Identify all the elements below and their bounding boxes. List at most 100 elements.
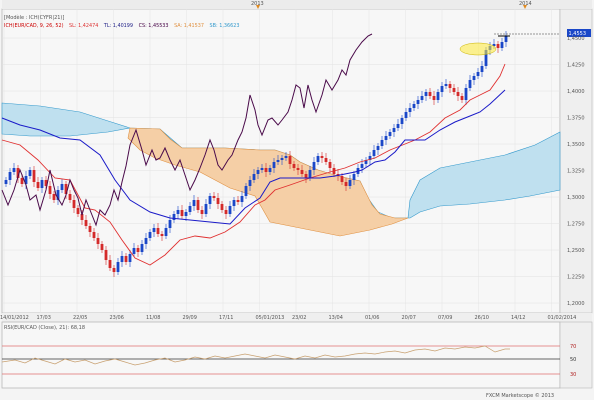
candle-body (48, 186, 52, 194)
footer-copyright: FXCM Marketscope © 2013 (486, 392, 554, 399)
candle-body (244, 186, 248, 196)
candle-body (340, 176, 344, 182)
candle-body (184, 212, 188, 216)
candle-body (228, 206, 232, 214)
candle-body (148, 232, 152, 238)
date-tick: 01/06 (365, 315, 379, 321)
candle-body (452, 88, 456, 92)
candle-body (268, 168, 272, 172)
candle-body (128, 254, 132, 262)
candle-body (120, 256, 124, 262)
candle-body (168, 220, 172, 228)
candle-body (288, 156, 292, 164)
candle-body (376, 146, 380, 150)
candle-body (68, 194, 72, 200)
candle-body (192, 200, 196, 206)
candle-body (76, 208, 80, 214)
candle-body (44, 180, 48, 186)
module-label: [Modèle : ICH(CYFR|21)] (4, 14, 64, 21)
price-axis-ticks: 1,4500 1,4250 1,4000 1,3750 1,3500 1,3250 1,30… (567, 36, 585, 307)
candle-body (292, 164, 296, 168)
candle-body (264, 168, 268, 172)
candle-body (296, 168, 300, 170)
date-tick: 11/08 (146, 315, 160, 321)
candle-body (408, 108, 412, 112)
candle-body (52, 194, 56, 200)
legend-tl: TL: 1,40199 (103, 23, 133, 29)
candle-body (372, 150, 376, 156)
date-tick: 20/07 (402, 315, 416, 321)
candle-body (256, 170, 260, 174)
candle-body (136, 248, 140, 252)
rsi-level-70-label: 70 (570, 344, 576, 350)
candle-body (300, 170, 304, 174)
candle-body (416, 100, 420, 104)
candle-body (324, 158, 328, 162)
indicator-legend: ICH(EUR/CAD, 9, 26, 52) SL: 1,42474 TL: … (4, 23, 239, 29)
candle-body (360, 164, 364, 168)
candle-body (276, 160, 280, 162)
year-marker-2013-icon (256, 5, 260, 9)
candle-body (456, 92, 460, 96)
candle-body (116, 262, 120, 272)
date-axis (2, 313, 592, 322)
rsi-panel[interactable] (1, 321, 561, 389)
candle-body (144, 238, 148, 244)
legend-ich: ICH(EUR/CAD, 9, 26, 52) (4, 23, 64, 29)
highlight-ellipse (459, 42, 497, 56)
candle-body (56, 190, 60, 200)
candle-body (156, 228, 160, 234)
top-strip (2, 0, 592, 9)
date-tick: 05/01/2013 (256, 315, 285, 321)
candle-body (24, 176, 28, 184)
rsi-axis (559, 321, 593, 389)
candle-body (436, 92, 440, 100)
candle-body (36, 182, 40, 188)
candle-body (484, 50, 488, 66)
candle-body (160, 234, 164, 236)
candle-body (344, 182, 348, 186)
candle-body (60, 184, 64, 190)
candle-body (424, 92, 428, 96)
date-tick: 26/10 (475, 315, 489, 321)
candle-body (316, 156, 320, 162)
date-tick: 13/04 (329, 315, 343, 321)
candle-body (224, 210, 228, 214)
candle-body (140, 244, 144, 252)
candle-body (84, 220, 88, 226)
candle-body (172, 214, 176, 220)
candle-body (468, 80, 472, 88)
candle-body (444, 84, 448, 86)
rsi-label: RSI(EUR/CAD (Close), 21): 68,18 (4, 325, 85, 331)
candle-body (280, 158, 284, 160)
kijun-sen-line (1, 89, 506, 225)
date-tick: 23/06 (110, 315, 124, 321)
candle-body (96, 238, 100, 244)
candle-body (396, 124, 400, 128)
price-tick: 1,4250 (567, 63, 585, 69)
date-tick: 07/09 (438, 315, 452, 321)
price-axis[interactable] (559, 8, 593, 314)
candle-body (12, 168, 16, 172)
date-tick: 14/12 (511, 315, 525, 321)
rsi-level-30-label: 30 (570, 372, 576, 378)
candle-body (164, 228, 168, 236)
candle-body (320, 156, 324, 158)
candle-body (212, 196, 216, 198)
candle-body (476, 72, 480, 76)
candle-body (240, 196, 244, 202)
candle-body (380, 140, 384, 146)
candle-body (252, 174, 256, 180)
candle-body (392, 128, 396, 132)
price-tick: 1,4000 (567, 89, 585, 95)
candle-body (440, 86, 444, 92)
year-marker-2014-icon (523, 5, 527, 9)
date-tick: 01/02/2014 (548, 315, 577, 321)
candle-body (368, 156, 372, 160)
candle-body (32, 170, 36, 182)
price-badge (567, 29, 591, 37)
candle-body (260, 168, 264, 170)
rsi-level-50-label: 50 (570, 357, 576, 363)
